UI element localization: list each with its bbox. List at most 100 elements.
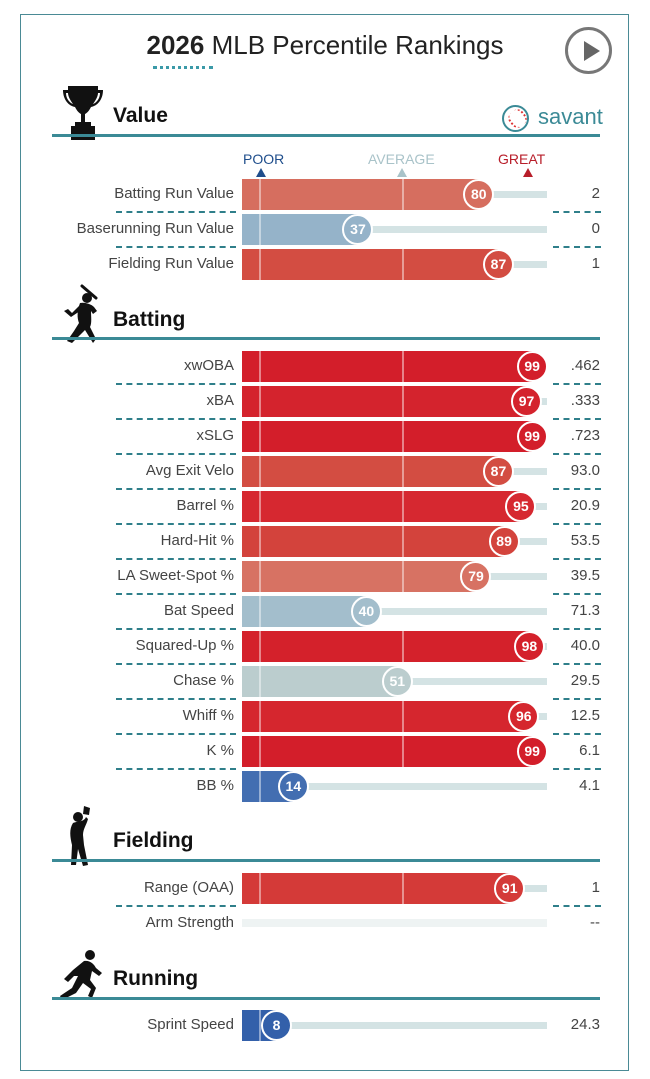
percentile-circle-xwoba[interactable]: 99 <box>516 350 548 382</box>
percentile-circle-bat-speed[interactable]: 40 <box>350 595 382 627</box>
metric-label-fielding-run-value: Fielding Run Value <box>108 255 234 272</box>
percentile-circle-avg-exit-velo[interactable]: 87 <box>482 455 514 487</box>
percentile-circle-xba[interactable]: 97 <box>511 385 543 417</box>
percentile-bar-avg-exit-velo[interactable] <box>242 455 499 487</box>
percentile-circle-k[interactable]: 99 <box>516 735 548 767</box>
metric-value-xslg: .723 <box>570 427 600 444</box>
batter-icon <box>64 284 98 343</box>
percentile-bar-range-oaa[interactable] <box>242 872 510 904</box>
scale-average-arrow-icon <box>397 168 407 177</box>
row-divider <box>553 698 601 700</box>
percentile-bar-chase[interactable] <box>242 665 398 697</box>
percentile-circle-bb[interactable]: 14 <box>277 770 309 802</box>
metric-label-hard-hit: Hard-Hit % <box>160 532 234 549</box>
percentile-bar-xslg[interactable] <box>242 420 533 452</box>
bar-guide-line <box>259 213 261 245</box>
percentile-circle-baserunning-run-value[interactable]: 37 <box>342 213 374 245</box>
bar-guide-line <box>259 248 261 280</box>
percentile-circle-range-oaa[interactable]: 91 <box>494 872 526 904</box>
bar-guide-line <box>259 490 261 522</box>
percentile-circle-barrel[interactable]: 95 <box>505 490 537 522</box>
percentile-circle-xslg[interactable]: 99 <box>516 420 548 452</box>
percentile-bar-hard-hit[interactable] <box>242 525 505 557</box>
trophy-icon <box>63 86 103 140</box>
metric-label-range-oaa: Range (OAA) <box>143 879 234 896</box>
bar-guide-line <box>259 595 261 627</box>
metric-label-arm-strength: Arm Strength <box>145 914 234 931</box>
bar-guide-line <box>259 735 261 767</box>
title-year: 2026 <box>146 30 205 60</box>
percentile-circle-chase[interactable]: 51 <box>381 665 413 697</box>
row-divider <box>116 663 236 665</box>
metric-value-avg-exit-velo: 93.0 <box>570 462 600 479</box>
scale-average-label: AVERAGE <box>368 151 435 167</box>
bar-guide-line <box>402 735 404 767</box>
row-divider <box>116 733 236 735</box>
section-rule-value <box>52 134 600 137</box>
baseball-icon <box>502 105 529 132</box>
metric-value-fielding-run-value: 1 <box>591 255 600 272</box>
bar-guide-line <box>402 525 404 557</box>
metric-value-la-sweet-spot: 39.5 <box>570 567 600 584</box>
metric-value-range-oaa: 1 <box>591 879 600 896</box>
bar-guide-line <box>402 420 404 452</box>
bar-guide-line <box>259 700 261 732</box>
percentile-circle-la-sweet-spot[interactable]: 79 <box>460 560 492 592</box>
title-text: MLB Percentile Rankings <box>211 30 504 60</box>
metric-label-squared-up: Squared-Up % <box>135 637 234 654</box>
empty-bar-track <box>242 919 547 927</box>
savant-logo[interactable]: savant <box>502 103 603 133</box>
section-title-running: Running <box>113 967 199 990</box>
row-divider <box>116 211 236 213</box>
play-button[interactable] <box>565 27 612 74</box>
bar-track <box>242 1022 547 1029</box>
metric-value-sprint-speed: 24.3 <box>570 1016 600 1033</box>
bar-guide-line <box>259 872 261 904</box>
metric-label-avg-exit-velo: Avg Exit Velo <box>145 462 234 479</box>
metric-value-bb: 4.1 <box>579 777 600 794</box>
percentile-bar-squared-up[interactable] <box>242 630 530 662</box>
row-divider <box>553 593 601 595</box>
metric-value-chase: 29.5 <box>570 672 600 689</box>
metric-label-xwoba: xwOBA <box>183 357 234 374</box>
percentile-circle-sprint-speed[interactable]: 8 <box>260 1009 292 1041</box>
bar-guide-line <box>259 178 261 210</box>
row-divider <box>553 246 601 248</box>
percentile-circle-hard-hit[interactable]: 89 <box>488 525 520 557</box>
scale-great-arrow-icon <box>523 168 533 177</box>
row-divider <box>553 663 601 665</box>
percentile-bar-xwoba[interactable] <box>242 350 533 382</box>
card-frame <box>20 14 629 1071</box>
section-rule-fielding <box>52 859 600 862</box>
metric-label-whiff: Whiff % <box>182 707 234 724</box>
percentile-bar-k[interactable] <box>242 735 533 767</box>
bar-guide-line <box>402 700 404 732</box>
percentile-circle-whiff[interactable]: 96 <box>508 700 540 732</box>
percentile-bar-baserunning-run-value[interactable] <box>242 213 358 245</box>
percentile-circle-squared-up[interactable]: 98 <box>513 630 545 662</box>
row-divider <box>553 211 601 213</box>
row-divider <box>553 453 601 455</box>
percentile-bar-whiff[interactable] <box>242 700 524 732</box>
savant-brand-text: savant <box>538 104 603 129</box>
percentile-bar-xba[interactable] <box>242 385 527 417</box>
bar-guide-line <box>259 455 261 487</box>
percentile-circle-fielding-run-value[interactable]: 87 <box>482 248 514 280</box>
row-divider <box>116 768 236 770</box>
bar-guide-line <box>259 665 261 697</box>
metric-value-xwoba: .462 <box>570 357 600 374</box>
percentile-bar-la-sweet-spot[interactable] <box>242 560 476 592</box>
percentile-circle-batting-run-value[interactable]: 80 <box>463 178 495 210</box>
percentile-bar-barrel[interactable] <box>242 490 521 522</box>
percentile-bar-bat-speed[interactable] <box>242 595 367 627</box>
row-divider <box>116 523 236 525</box>
metric-label-la-sweet-spot: LA Sweet-Spot % <box>117 567 234 584</box>
percentile-bar-fielding-run-value[interactable] <box>242 248 499 280</box>
metric-value-squared-up: 40.0 <box>570 637 600 654</box>
scale-poor-label: POOR <box>243 151 285 167</box>
row-divider <box>553 733 601 735</box>
percentile-bar-batting-run-value[interactable] <box>242 178 479 210</box>
row-divider <box>116 628 236 630</box>
bar-guide-line <box>402 350 404 382</box>
bar-guide-line <box>259 630 261 662</box>
